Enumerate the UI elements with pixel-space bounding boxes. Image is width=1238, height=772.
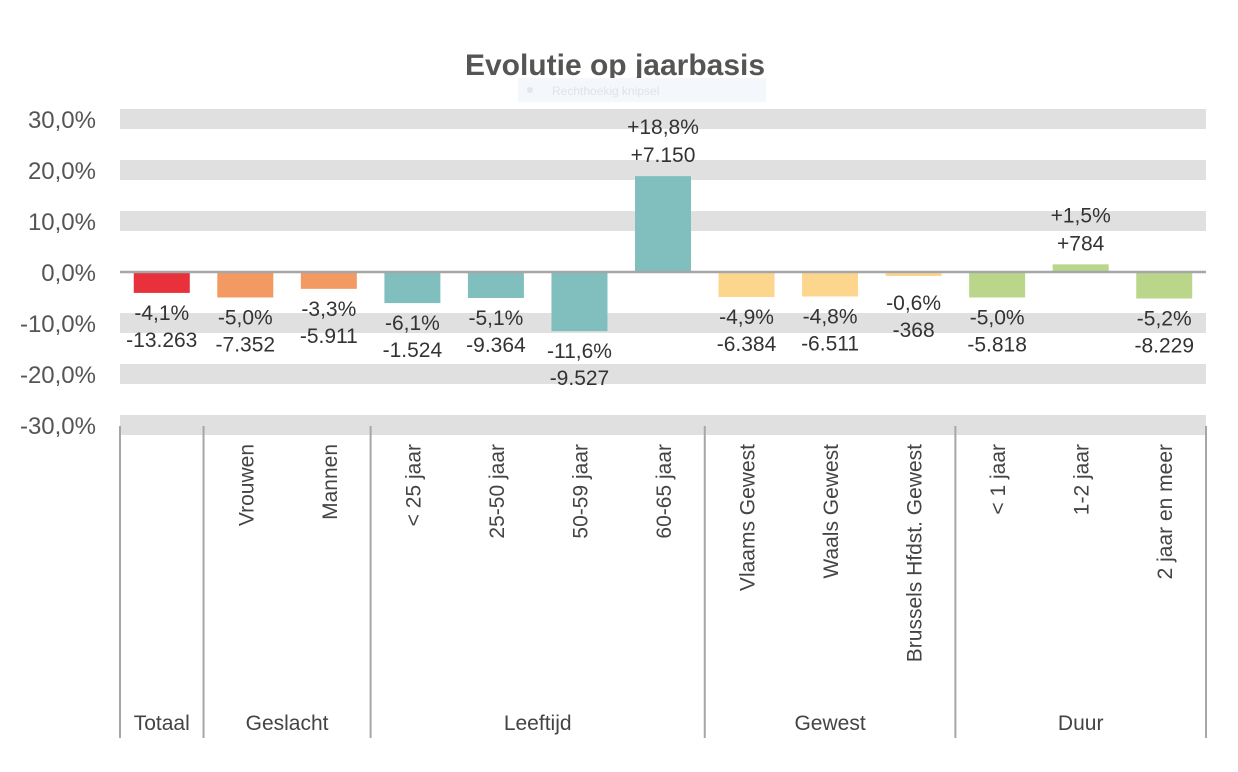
data-label-pct: -4,8%	[803, 305, 858, 328]
y-tick-label: 30,0%	[28, 107, 96, 134]
data-label-pct: -3,3%	[301, 298, 356, 321]
data-label-count: -7.352	[216, 334, 276, 357]
data-label-pct: -6,1%	[385, 312, 440, 335]
data-label-pct: +1,5%	[1051, 204, 1111, 227]
data-label-count: -6.384	[717, 333, 777, 356]
bar	[300, 272, 357, 289]
snip-tooltip-text: Rechthoekig knipsel	[552, 84, 659, 98]
x-group-label: Leeftijd	[504, 712, 572, 735]
y-tick-label: 20,0%	[28, 158, 96, 185]
data-label-count: -5.818	[967, 334, 1027, 357]
x-group-label: Duur	[1058, 712, 1104, 735]
bar	[969, 272, 1026, 298]
gridline-band	[120, 160, 1206, 180]
bar	[885, 273, 942, 276]
data-label-count: +784	[1057, 232, 1105, 255]
data-label-count: +7.150	[631, 144, 696, 167]
data-label-pct: -5,2%	[1137, 308, 1192, 331]
bar	[384, 272, 441, 304]
data-label-pct: -11,6%	[547, 340, 612, 363]
gridline-band	[120, 313, 1206, 333]
data-label-count: -9.527	[550, 367, 610, 390]
bar	[1136, 272, 1193, 299]
x-group-label: Totaal	[134, 712, 190, 735]
bar	[802, 272, 859, 297]
bar	[1052, 264, 1109, 272]
x-category-label: 25-50 jaar	[486, 444, 509, 539]
data-label-count: -1.524	[383, 339, 443, 362]
data-label-pct: +18,8%	[627, 116, 699, 139]
x-category-label: 1-2 jaar	[1071, 444, 1094, 515]
x-category-label: 50-59 jaar	[569, 444, 592, 539]
gridline-band	[120, 109, 1206, 129]
data-label-pct: -5,0%	[970, 307, 1025, 330]
x-category-label: < 1 jaar	[987, 444, 1010, 515]
bar	[718, 272, 775, 297]
bar	[635, 176, 691, 272]
x-category-label: 2 jaar en meer	[1154, 444, 1177, 579]
data-label-count: -8.229	[1134, 335, 1194, 358]
bar	[217, 272, 274, 298]
data-label-pct: -4,1%	[134, 302, 189, 325]
x-category-label: Mannen	[319, 444, 342, 520]
chart-title: Evolutie op jaarbasis	[465, 49, 765, 82]
data-label-count: -6.511	[801, 332, 859, 355]
gridline-band	[120, 364, 1206, 384]
data-label-pct: -4,9%	[719, 306, 774, 329]
y-tick-label: -30,0%	[20, 413, 96, 440]
y-tick-label: -10,0%	[20, 311, 96, 338]
y-tick-label: 0,0%	[41, 260, 96, 287]
y-tick-label: 10,0%	[28, 209, 96, 236]
data-label-pct: -5,0%	[218, 307, 273, 330]
x-category-label: < 25 jaar	[402, 444, 425, 526]
y-tick-label: -20,0%	[20, 362, 96, 389]
snip-tooltip: Rechthoekig knipsel	[518, 78, 766, 102]
data-label-pct: -0,6%	[886, 292, 941, 315]
x-category-label: Waals Gewest	[820, 444, 843, 579]
data-label-count: -9.364	[466, 334, 526, 357]
bar	[551, 272, 608, 332]
data-label-count: -368	[893, 319, 935, 342]
x-group-label: Gewest	[794, 712, 865, 735]
x-category-label: Vlaams Gewest	[737, 444, 760, 591]
data-label-count: -13.263	[126, 329, 197, 352]
x-group-label: Geslacht	[246, 712, 329, 735]
data-label-count: -5.911	[300, 325, 358, 348]
bar	[467, 272, 524, 299]
x-category-label: Brussels Hfdst. Gewest	[904, 444, 927, 662]
x-category-label: Vrouwen	[235, 444, 258, 526]
bar	[133, 272, 190, 293]
gridline-band	[120, 415, 1206, 435]
x-category-label: 60-65 jaar	[653, 444, 676, 539]
data-label-pct: -5,1%	[468, 307, 523, 330]
